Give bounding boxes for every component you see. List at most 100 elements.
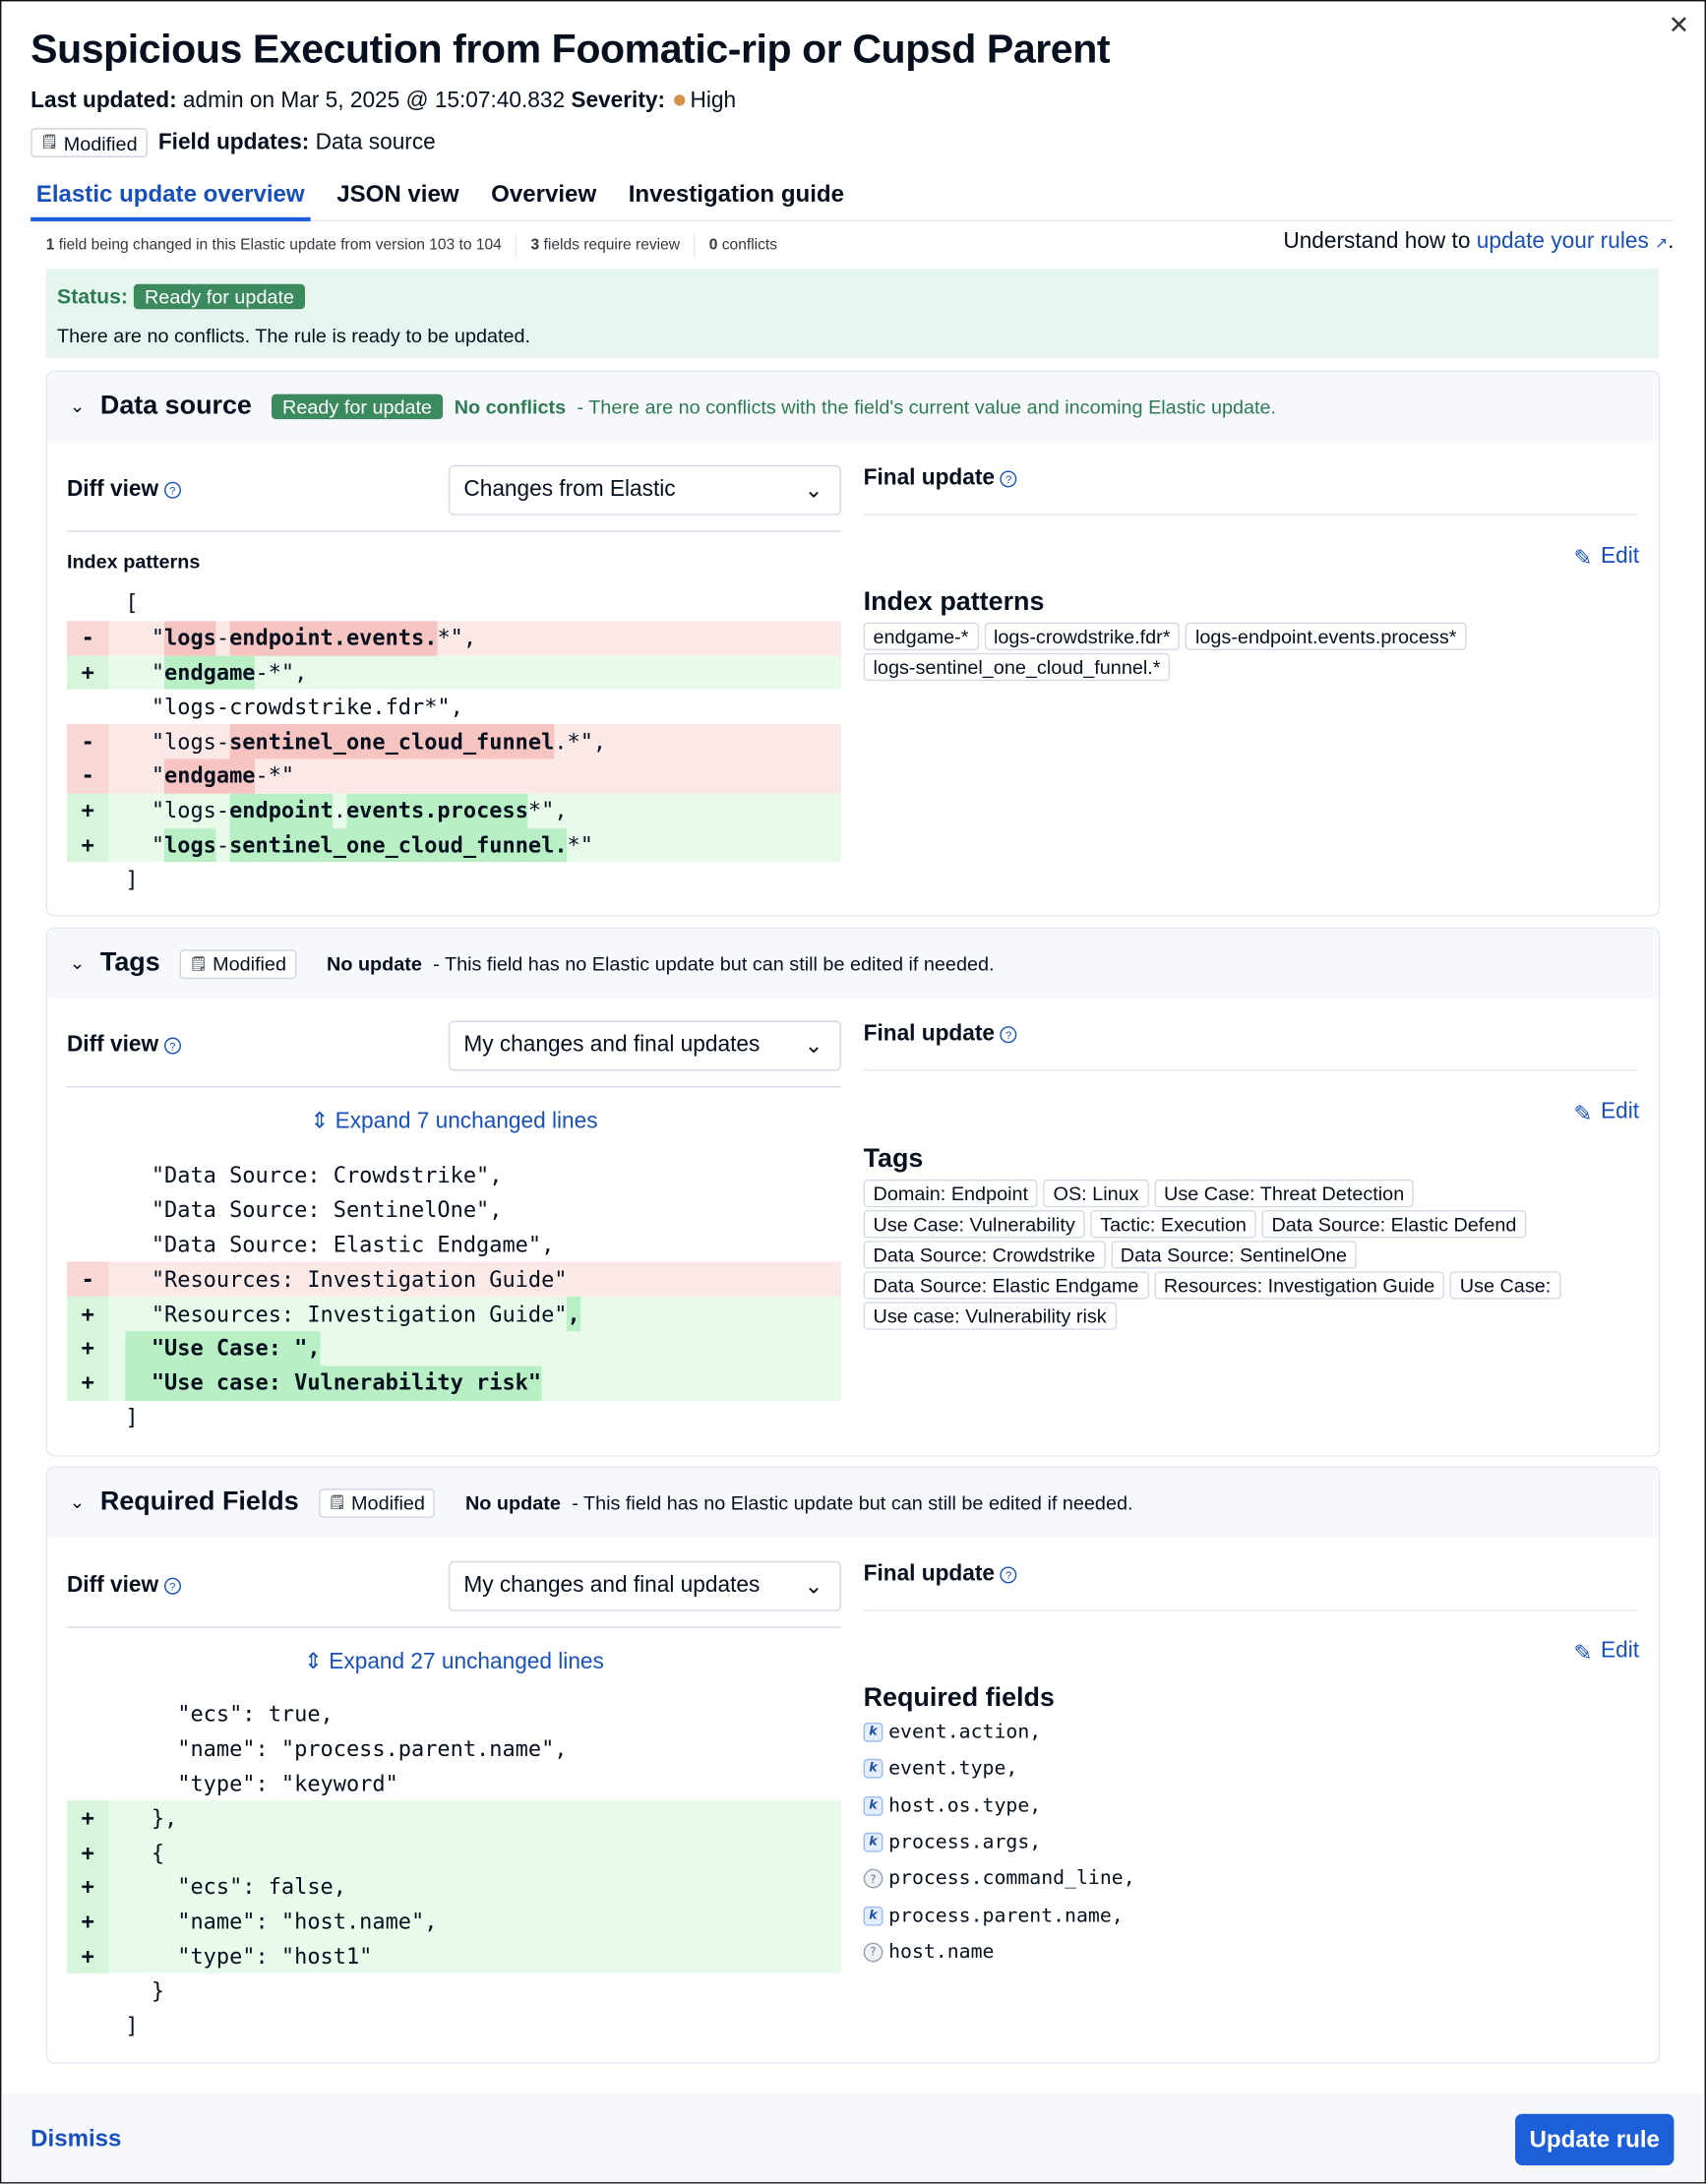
- final-update-label: Final update: [863, 1562, 995, 1587]
- status-callout: Status: Ready for update There are no con…: [45, 269, 1659, 358]
- required-field-name: host.os.type,: [888, 1794, 1042, 1817]
- diff-view-row: Diff view? My changes and final updates ⌄: [67, 1558, 841, 1614]
- line-text: "name": "process.parent.name",: [108, 1732, 567, 1767]
- text-segment: "name": "process.parent.name",: [125, 1736, 568, 1762]
- value-chip: Data Source: Crowdstrike: [863, 1241, 1106, 1269]
- changed-segment: sentinel_one_cloud_funnel.: [229, 827, 568, 863]
- modified-icon: 🗒: [40, 135, 59, 151]
- diff-sign: [67, 1973, 108, 2008]
- required-field-name: process.args,: [888, 1831, 1042, 1854]
- tab-investigation-guide[interactable]: Investigation guide: [628, 181, 844, 208]
- text-segment: -: [215, 625, 230, 651]
- required-field-name: event.action,: [888, 1721, 1042, 1744]
- line-text: "Resources: Investigation Guide",: [108, 1297, 580, 1332]
- modified-badge: 🗒 Modified: [179, 948, 296, 979]
- help-icon[interactable]: ?: [163, 481, 181, 499]
- diff-view-select[interactable]: My changes and final updates ⌄: [448, 1560, 841, 1611]
- diff-sign: [67, 1193, 108, 1228]
- line-text: " endgame -*": [108, 758, 295, 794]
- added-line: + " endgame -*",: [66, 655, 841, 691]
- learn-prefix: Understand how to: [1283, 229, 1471, 254]
- deleted-line: - "Resources: Investigation Guide": [66, 1261, 841, 1298]
- diff-view-select[interactable]: My changes and final updates ⌄: [448, 1020, 841, 1071]
- section-data-source: ⌄ Data source Ready for update No confli…: [45, 370, 1661, 917]
- help-icon[interactable]: ?: [1000, 1026, 1017, 1044]
- required-field-item: ? process.command_line,: [863, 1860, 1135, 1897]
- line-text: "logs-endpoint. events.process *",: [108, 793, 568, 828]
- tab-json-view[interactable]: JSON view: [336, 181, 459, 208]
- changed-segment: logs: [164, 827, 216, 863]
- section-state: No update: [327, 952, 422, 975]
- section-required-fields: ⌄ Required Fields 🗒 Modified No update - …: [45, 1466, 1661, 2064]
- text-segment: }: [125, 1978, 165, 2004]
- value-chip: logs-crowdstrike.fdr*: [984, 622, 1181, 651]
- tab-elastic-update-overview[interactable]: Elastic update overview: [30, 178, 311, 222]
- divider: [66, 1086, 841, 1088]
- line-text: "ecs": false,: [108, 1870, 346, 1905]
- text-segment: *": [567, 832, 593, 858]
- line-text: "name": "host.name",: [108, 1905, 437, 1939]
- diff-sign: [67, 1228, 108, 1262]
- added-line: + "logs-endpoint. events.process *",: [66, 793, 841, 828]
- divider: [863, 514, 1638, 516]
- unchanged-line: "name": "process.parent.name",: [67, 1732, 841, 1767]
- field-updates-label: Field updates:: [157, 130, 310, 154]
- update-rules-link[interactable]: update your rules ↗: [1476, 229, 1669, 254]
- diff-sign: [67, 1767, 108, 1801]
- unknown-type-icon: ?: [863, 1942, 883, 1963]
- text-segment: "name": "host.name",: [125, 1909, 438, 1935]
- chevron-down-icon[interactable]: ⌄: [69, 1491, 86, 1513]
- status-badge: Ready for update: [133, 283, 306, 310]
- diff-lines: "ecs": true, "name": "process.parent.nam…: [66, 1697, 841, 2042]
- section-header[interactable]: ⌄ Required Fields 🗒 Modified No update - …: [47, 1467, 1659, 1538]
- required-field-item: ? host.name: [863, 1934, 1135, 1971]
- diff-lines: [- " logs - endpoint.events. *", + " endgame -*…: [66, 586, 841, 897]
- update-rule-button[interactable]: Update rule: [1515, 2113, 1675, 2166]
- line-text: " logs - sentinel_one_cloud_funnel. *": [108, 827, 593, 863]
- expand-unchanged-lines-button[interactable]: ⇕ Expand 7 unchanged lines: [310, 1110, 598, 1134]
- section-header[interactable]: ⌄ Tags 🗒 Modified No update - This field …: [47, 929, 1659, 999]
- text-segment: ]: [125, 1405, 139, 1430]
- help-icon[interactable]: ?: [1000, 1566, 1017, 1584]
- line-text: {: [108, 1836, 164, 1870]
- help-icon[interactable]: ?: [1000, 470, 1017, 488]
- added-line: + },: [66, 1800, 841, 1836]
- value-chip: Data Source: Elastic Defend: [1261, 1210, 1527, 1239]
- added-line: + "Use case: Vulnerability risk": [66, 1365, 841, 1401]
- diff-sign: [67, 690, 108, 724]
- edit-button[interactable]: ✎ Edit: [1573, 1639, 1640, 1666]
- chevron-down-icon[interactable]: ⌄: [69, 395, 86, 417]
- section-header[interactable]: ⌄ Data source Ready for update No confli…: [47, 371, 1659, 442]
- text-segment: -*": [255, 763, 295, 789]
- chevron-down-icon[interactable]: ⌄: [69, 952, 86, 974]
- required-field-name: host.name: [888, 1941, 995, 1964]
- deleted-line: - " endgame -*": [66, 758, 841, 794]
- line-text: },: [108, 1801, 177, 1836]
- pencil-icon: ✎: [1573, 1641, 1593, 1666]
- keyword-icon: k: [863, 1906, 883, 1926]
- changed-segment: "Use case: Vulnerability risk": [125, 1365, 541, 1401]
- line-text: ]: [108, 1400, 138, 1434]
- required-fields-list: k event.action, k event.type, k host.os.type,…: [863, 1714, 1135, 1971]
- diff-sign: +: [66, 1297, 109, 1332]
- text-segment: },: [125, 1805, 178, 1832]
- line-text: "Use Case: ",: [108, 1331, 321, 1366]
- unchanged-line: "ecs": true,: [67, 1697, 841, 1731]
- help-icon[interactable]: ?: [163, 1037, 181, 1055]
- expand-unchanged-lines-button[interactable]: ⇕ Expand 27 unchanged lines: [304, 1650, 604, 1674]
- diff-sign: [67, 2008, 108, 2042]
- edit-button[interactable]: ✎ Edit: [1573, 544, 1640, 572]
- help-icon[interactable]: ?: [163, 1577, 181, 1595]
- external-link-icon: ↗: [1655, 235, 1669, 253]
- dismiss-button[interactable]: Dismiss: [30, 2125, 122, 2152]
- edit-button[interactable]: ✎ Edit: [1573, 1100, 1640, 1127]
- close-icon[interactable]: ✕: [1668, 11, 1690, 39]
- added-line: + "type": "host1": [66, 1939, 841, 1974]
- status-message: There are no conflicts. The rule is read…: [57, 324, 531, 347]
- unchanged-line: ]: [67, 1400, 841, 1434]
- tab-overview[interactable]: Overview: [491, 181, 597, 208]
- diff-sign: +: [66, 793, 109, 828]
- diff-view-row: Diff view? Changes from Elastic ⌄: [67, 462, 841, 518]
- divider: [863, 1069, 1638, 1071]
- diff-view-select[interactable]: Changes from Elastic ⌄: [448, 464, 841, 516]
